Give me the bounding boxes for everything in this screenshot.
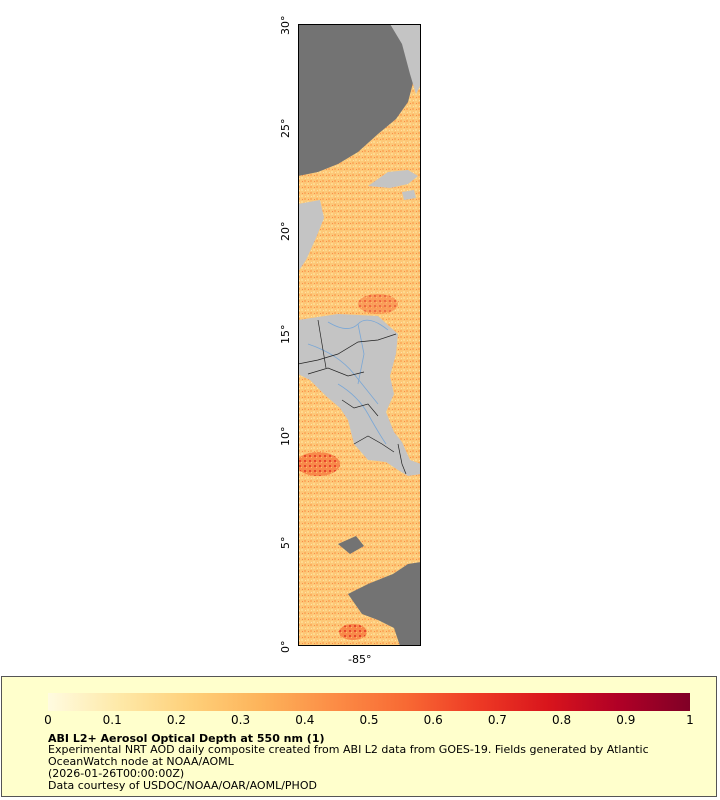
lat-label-5: 5°	[279, 536, 292, 550]
high-aod-patch-north	[358, 294, 398, 314]
colorbar-tick-label: 0.3	[231, 713, 251, 727]
colorbar-tick-label: 0	[44, 713, 52, 727]
legend-title: ABI L2+ Aerosol Optical Depth at 550 nm …	[48, 732, 325, 745]
no-data-blob	[338, 536, 364, 554]
no-data-region-north	[298, 24, 414, 176]
colorbar	[48, 693, 690, 711]
land-north	[390, 24, 421, 94]
lat-label-20: 20°	[279, 221, 292, 242]
land-central	[298, 314, 421, 476]
lat-label-15: 15°	[279, 324, 292, 345]
land-small-island	[402, 190, 416, 200]
lat-label-25: 25°	[279, 118, 292, 139]
high-aod-patch-west	[298, 452, 340, 476]
lat-label-30: 30°	[279, 15, 292, 36]
colorbar-tick-label: 0.7	[487, 713, 507, 727]
colorbar-tick-label: 0.1	[102, 713, 122, 727]
colorbar-tick-label: 0.2	[166, 713, 186, 727]
aod-map	[298, 24, 421, 646]
legend-line-4: Data courtesy of USDOC/NOAA/OAR/AOML/PHO…	[48, 779, 317, 792]
lon-label: -85°	[348, 653, 372, 666]
rivers	[307, 319, 389, 445]
map-border	[298, 24, 421, 646]
legend-line-2: OceanWatch node at NOAA/AOML	[48, 755, 234, 768]
country-borders	[298, 319, 407, 475]
high-aod-patch-south	[339, 624, 367, 640]
lat-label-0: 0°	[279, 640, 292, 654]
colorbar-tick-label: 0.5	[359, 713, 379, 727]
lat-label-10: 10°	[279, 426, 292, 447]
land-island	[368, 170, 418, 188]
colorbar-tick-label: 0.4	[295, 713, 315, 727]
colorbar-tick-label: 0.8	[552, 713, 572, 727]
colorbar-tick-label: 0.9	[616, 713, 636, 727]
colorbar-tick-label: 1	[686, 713, 694, 727]
no-data-region-south	[348, 562, 421, 646]
legend-line-3: (2026-01-26T00:00:00Z)	[48, 767, 185, 780]
land-west-20n	[298, 200, 324, 272]
legend-line-1: Experimental NRT AOD daily composite cre…	[48, 743, 649, 756]
colorbar-tick-label: 0.6	[423, 713, 443, 727]
legend-panel: ABI L2+ Aerosol Optical Depth at 550 nm …	[1, 676, 717, 797]
